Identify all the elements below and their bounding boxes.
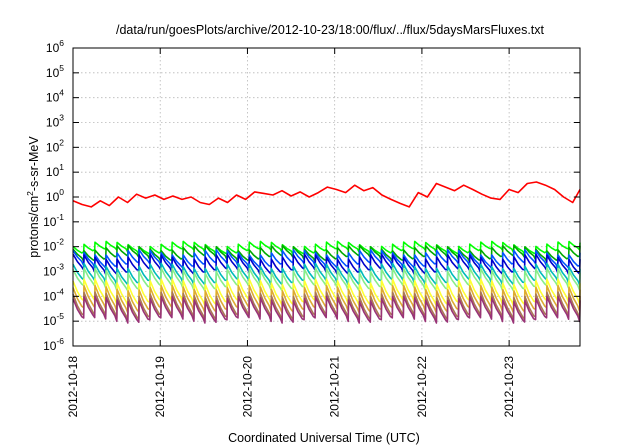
x-axis-label: Coordinated Universal Time (UTC) <box>228 431 420 445</box>
flux-series-line <box>72 253 581 276</box>
x-tick-label: 2012-10-18 <box>66 356 80 418</box>
flux-series-line <box>72 295 581 324</box>
x-axis-ticks: 2012-10-18 2012-10-19 2012-10-20 2012-10-21… <box>66 48 516 417</box>
y-axis-label-prefix: protons/cm <box>27 196 41 258</box>
y-tick-label: 105 <box>46 63 64 80</box>
y-tick-label: 102 <box>46 137 64 154</box>
x-tick-label: 2012-10-20 <box>240 356 254 418</box>
y-tick-label: 10-3 <box>43 262 64 279</box>
data-series <box>72 181 581 324</box>
x-tick-label: 2012-10-23 <box>502 356 516 418</box>
y-tick-label: 10-2 <box>43 237 64 254</box>
flux-series-line <box>72 181 581 208</box>
flux-series-line <box>72 267 581 292</box>
y-tick-label: 104 <box>46 88 64 105</box>
x-tick-label: 2012-10-22 <box>415 356 429 418</box>
x-tick-label: 2012-10-19 <box>153 356 167 418</box>
x-tick-label: 2012-10-21 <box>328 356 342 418</box>
y-tick-label: 101 <box>46 162 64 179</box>
y-tick-label: 100 <box>46 187 64 204</box>
flux-series-line <box>72 240 581 255</box>
y-tick-label: 10-1 <box>43 212 64 229</box>
y-axis-label-sup: 2 <box>25 191 35 196</box>
y-tick-label: 103 <box>46 113 64 130</box>
y-tick-label: 106 <box>46 38 64 55</box>
chart-title: /data/run/goesPlots/archive/2012-10-23/1… <box>116 23 545 37</box>
y-axis-label: protons/cm2-s-sr-MeV <box>25 136 41 258</box>
y-axis-label-suffix: -s-sr-MeV <box>27 136 41 192</box>
y-tick-label: 10-6 <box>43 336 64 353</box>
y-axis-ticks: 10-6 10-5 10-4 10-3 10-2 10-1 100 101 102 103 104 1… <box>43 38 580 353</box>
y-tick-label: 10-5 <box>43 311 64 328</box>
y-tick-label: 10-4 <box>43 286 64 303</box>
